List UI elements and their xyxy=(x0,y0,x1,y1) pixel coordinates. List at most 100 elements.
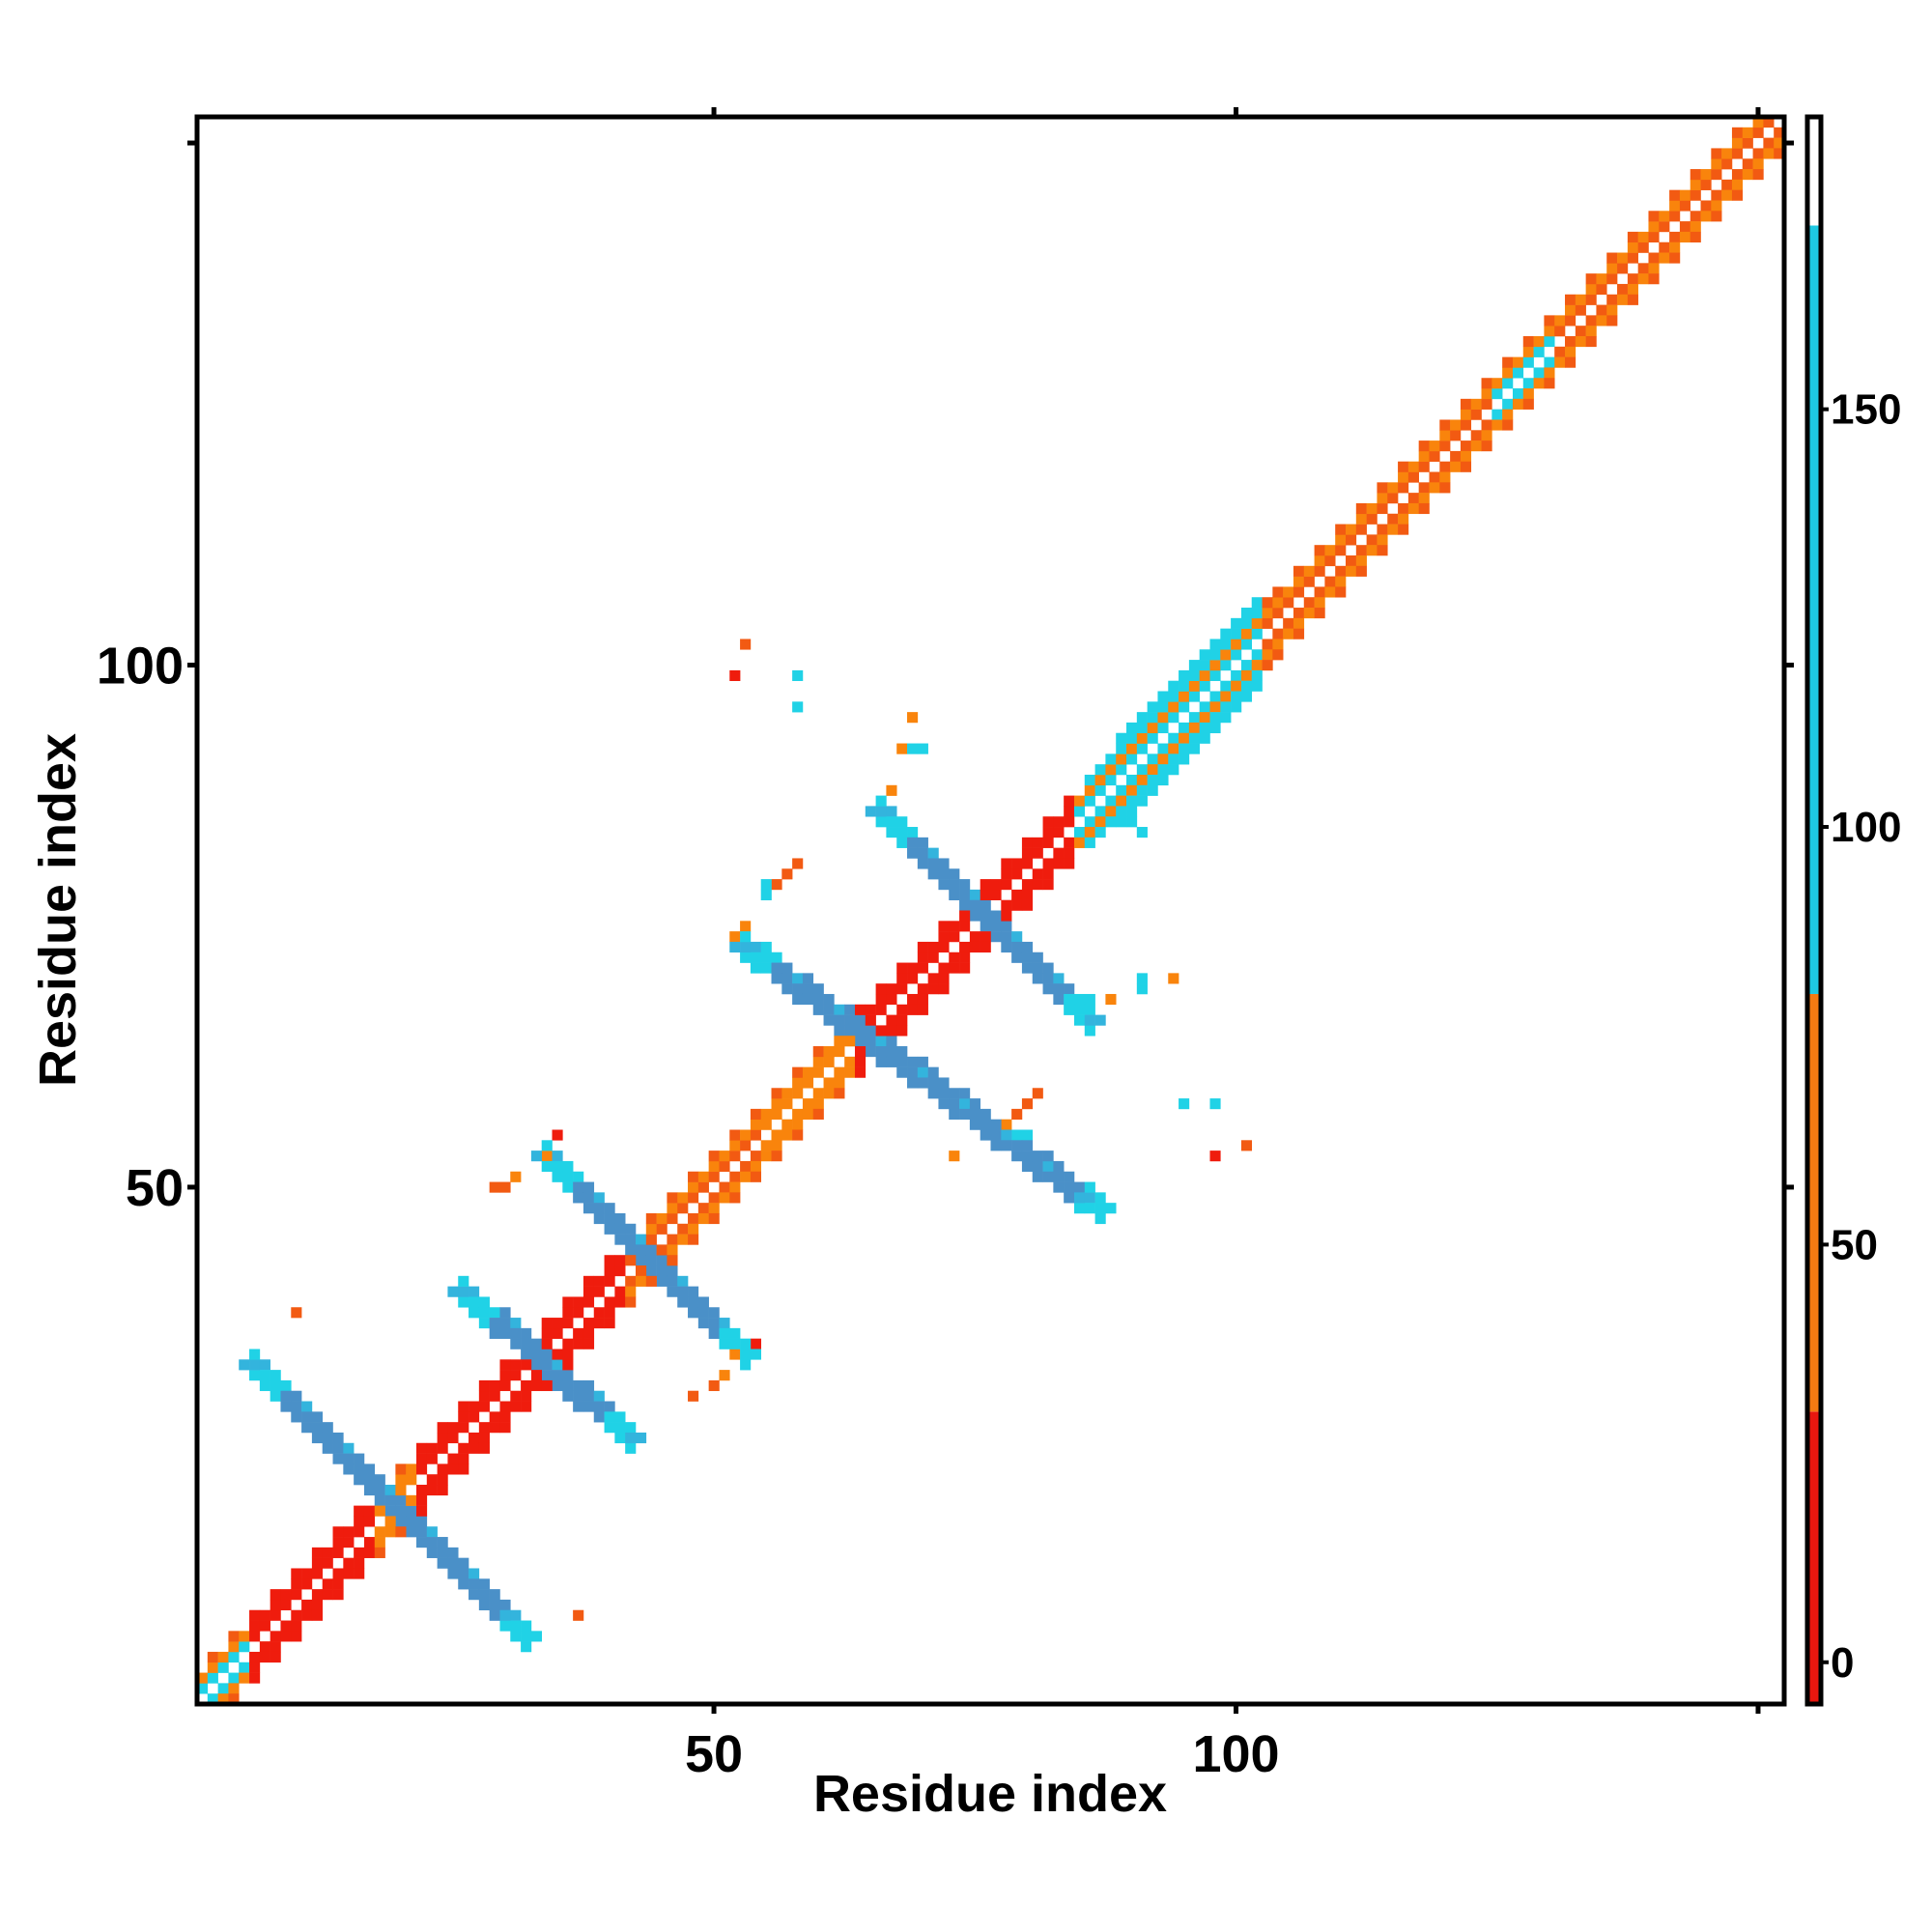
diagonal-cell xyxy=(301,1568,313,1579)
strand-cell xyxy=(875,1036,887,1047)
diagonal-cell xyxy=(896,962,908,974)
diagonal-cell xyxy=(458,1453,469,1464)
diagonal-cell xyxy=(1147,701,1158,713)
strand-cell xyxy=(938,1077,950,1089)
strand-cell xyxy=(582,1379,595,1392)
diagonal-cell xyxy=(1199,712,1210,724)
diagonal-cell xyxy=(363,1537,376,1548)
diagonal-cell xyxy=(1460,419,1472,431)
diagonal-cell xyxy=(812,1046,824,1058)
diagonal-cell xyxy=(812,1066,824,1078)
diagonal-cell xyxy=(1418,440,1430,452)
strand-cell xyxy=(280,1379,292,1392)
diagonal-cell xyxy=(1606,304,1618,316)
strand-cell xyxy=(645,1244,657,1256)
diagonal-cell xyxy=(792,1129,804,1141)
strand-cell xyxy=(406,1505,417,1517)
diagonal-cell xyxy=(760,1151,772,1162)
diagonal-cell xyxy=(614,1255,626,1266)
diagonal-cell xyxy=(823,1056,835,1067)
strand-cell xyxy=(1001,1129,1012,1141)
strand-cell xyxy=(259,1359,270,1371)
strand-cell xyxy=(291,1401,302,1412)
strand-cell xyxy=(582,1203,595,1214)
diagonal-cell xyxy=(1679,200,1691,212)
diagonal-cell xyxy=(677,1192,689,1204)
diagonal-cell xyxy=(1407,461,1419,472)
strand-cell xyxy=(541,1349,553,1360)
diagonal-cell xyxy=(1763,137,1775,149)
diagonal-cell xyxy=(1596,304,1607,316)
diagonal-cell xyxy=(1731,169,1744,181)
diagonal-cell xyxy=(834,1046,845,1058)
diagonal-cell xyxy=(771,1098,782,1110)
diagonal-cell xyxy=(1617,252,1629,264)
diagonal-cell xyxy=(478,1390,490,1402)
diagonal-cell xyxy=(844,1036,856,1047)
diagonal-cell xyxy=(1021,879,1034,891)
strand-cell xyxy=(1042,1151,1054,1162)
diagonal-cell xyxy=(907,993,919,1006)
strand-cell xyxy=(677,1286,689,1297)
diagonal-cell xyxy=(1126,795,1138,807)
y-axis-ticks: 50 100 xyxy=(97,140,1794,1217)
diagonal-cell xyxy=(1439,419,1451,431)
diagonal-cell xyxy=(1053,847,1065,859)
diagonal-cell xyxy=(415,1494,428,1506)
diagonal-cell xyxy=(1731,148,1744,159)
contact-cell xyxy=(1209,1151,1221,1162)
contact-cell xyxy=(792,858,804,869)
diagonal-cell xyxy=(332,1568,344,1579)
diagonal-cell xyxy=(896,973,908,984)
diagonal-cell xyxy=(426,1474,438,1486)
strand-cell xyxy=(614,1223,626,1235)
strand-cell xyxy=(865,1046,876,1058)
diagonal-cell xyxy=(1335,565,1347,577)
strand-cell xyxy=(332,1453,344,1464)
diagonal-cell xyxy=(1157,743,1169,754)
diagonal-cell xyxy=(1617,294,1629,305)
diagonal-cell xyxy=(311,1547,324,1558)
diagonal-cell xyxy=(354,1516,365,1527)
diagonal-cell xyxy=(688,1192,699,1204)
strand-cell xyxy=(469,1578,480,1590)
diagonal-cell xyxy=(1116,764,1127,776)
strand-cell xyxy=(458,1275,469,1287)
diagonal-cell xyxy=(990,889,1002,900)
strand-cell xyxy=(886,1056,897,1067)
strand-cell xyxy=(1053,973,1065,984)
contact-cell xyxy=(750,1338,761,1350)
strand-cell xyxy=(917,1056,928,1067)
strand-cell xyxy=(447,1547,459,1558)
diagonal-cell xyxy=(1324,576,1336,587)
strand-cell xyxy=(249,1359,261,1371)
diagonal-cell xyxy=(395,1526,407,1538)
diagonal-cell xyxy=(354,1505,365,1517)
diagonal-cell xyxy=(1711,200,1722,212)
strand-cell xyxy=(1001,931,1012,943)
contact-cell xyxy=(1136,827,1148,838)
diagonal-cell xyxy=(1355,513,1367,525)
diagonal-cell xyxy=(812,1108,824,1120)
diagonal-cell xyxy=(1251,680,1263,692)
contact-cell xyxy=(917,743,928,754)
diagonal-cell xyxy=(1251,597,1263,609)
strand-cell xyxy=(604,1203,615,1214)
strand-cell xyxy=(719,1338,730,1350)
strand-cell xyxy=(541,1140,553,1151)
diagonal-cell xyxy=(552,1327,563,1339)
diagonal-cell xyxy=(1209,669,1221,681)
diagonal-cell xyxy=(1126,753,1138,765)
diagonal-cell xyxy=(426,1485,438,1496)
diagonal-cell xyxy=(426,1453,438,1464)
strand-cell xyxy=(1021,941,1034,953)
strand-cell xyxy=(969,910,980,922)
diagonal-cell xyxy=(688,1171,699,1182)
diagonal-cell xyxy=(1648,263,1660,274)
diagonal-cell xyxy=(1585,273,1597,285)
diagonal-cell xyxy=(1355,554,1367,567)
diagonal-cell xyxy=(1021,837,1034,848)
strand-cell xyxy=(949,868,960,880)
diagonal-cell xyxy=(1585,326,1597,337)
